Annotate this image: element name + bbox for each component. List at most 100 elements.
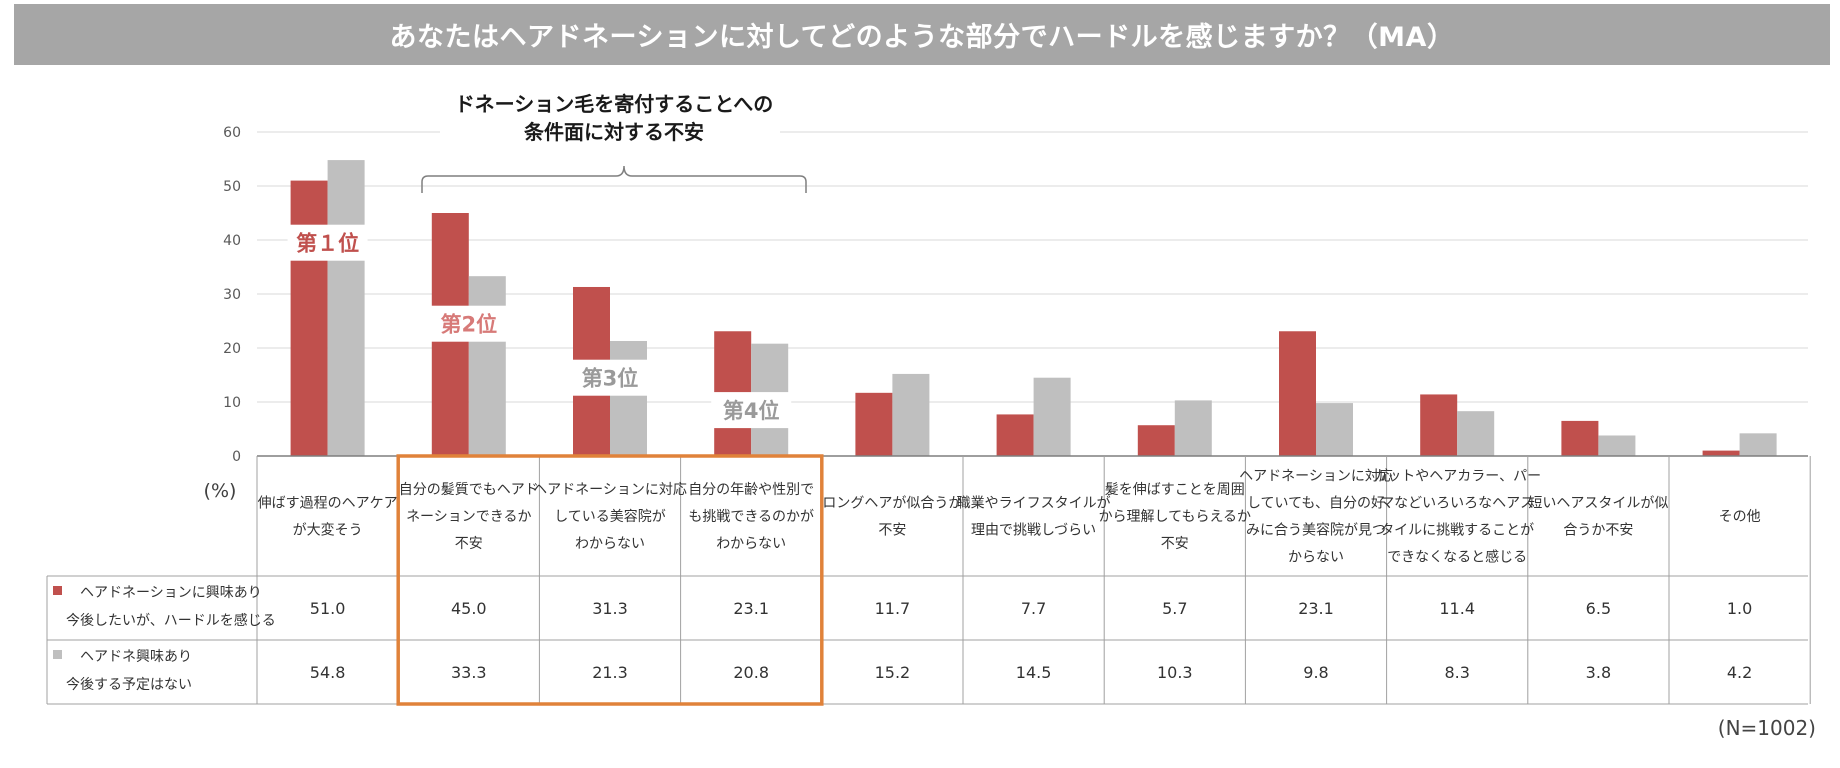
data-value-label: 1.0 (1727, 599, 1752, 618)
data-value-label: 9.8 (1303, 663, 1328, 682)
annotation-bg (440, 88, 780, 150)
data-value-label: 33.3 (451, 663, 487, 682)
legend-swatch (53, 586, 62, 595)
rank-label-bg (428, 305, 509, 342)
y-tick-label: 20 (223, 341, 241, 357)
category-label: みに合う美容院が見つ (1246, 522, 1386, 539)
category-label: 理由で挑戦しづらい (971, 523, 1096, 539)
category-label: わからない (575, 536, 645, 552)
bar-series-2 (1598, 435, 1636, 456)
category-label: していても、自分の好 (1247, 496, 1385, 512)
category-label: 不安 (455, 536, 483, 552)
rank-label-bg (711, 392, 792, 429)
data-value-label: 45.0 (451, 599, 487, 618)
data-value-label: 6.5 (1586, 599, 1611, 618)
category-label: 不安 (878, 523, 906, 539)
category-label: タイルに挑戦することが (1380, 523, 1534, 539)
category-label: ロングヘアが似合うか (822, 496, 962, 512)
category-label: カットやヘアカラー、パー (1373, 469, 1541, 485)
data-value-label: 20.8 (733, 663, 769, 682)
annotation-line-2: 条件面に対する不安 (524, 120, 704, 144)
data-value-label: 7.7 (1021, 599, 1046, 618)
rank-label: 第１位 (296, 232, 359, 256)
data-value-label: 11.4 (1439, 599, 1475, 618)
category-label: からない (1288, 550, 1344, 566)
data-value-label: 31.3 (592, 599, 628, 618)
data-value-label: 51.0 (310, 599, 346, 618)
y-tick-label: 40 (223, 233, 241, 249)
y-tick-label: 50 (223, 179, 241, 195)
category-label: 髪を伸ばすことを周囲 (1105, 482, 1245, 498)
category-label: 合うか不安 (1563, 523, 1633, 539)
data-value-label: 5.7 (1162, 599, 1187, 618)
bar-series-2 (892, 373, 930, 456)
bar-series-1 (1420, 394, 1458, 456)
data-value-label: 23.1 (1298, 599, 1334, 618)
category-label: ヘアドネーションに対応 (533, 482, 687, 498)
bar-series-2 (1739, 433, 1777, 456)
bar-series-1 (1702, 450, 1740, 456)
bar-series-2 (468, 276, 506, 456)
bar-series-1 (290, 180, 328, 456)
data-value-label: 3.8 (1586, 663, 1611, 682)
data-value-label: 15.2 (875, 663, 911, 682)
rank-label: 第4位 (723, 399, 780, 423)
data-value-label: 4.2 (1727, 663, 1752, 682)
bar-series-1 (1137, 425, 1175, 456)
category-label: マなどいろいろなヘアス (1380, 496, 1534, 512)
category-label: が大変そう (293, 522, 363, 539)
legend-label: ヘアドネーションに興味あり (80, 585, 262, 601)
data-value-label: 10.3 (1157, 663, 1193, 682)
title-bar: あなたはヘアドネーションに対してどのような部分でハードルを感じますか？（MA） (14, 4, 1830, 65)
bar-series-1 (1561, 420, 1599, 456)
data-value-label: 23.1 (733, 599, 769, 618)
chart-title: あなたはヘアドネーションに対してどのような部分でハードルを感じますか？（MA） (389, 22, 1455, 53)
y-axis-label: (%) (204, 480, 237, 502)
category-label: 短いヘアスタイルが似 (1528, 496, 1668, 512)
legend-label: ヘアドネ興味あり (80, 649, 192, 665)
legend-label: 今後したいが、ハードルを感じる (66, 612, 276, 629)
annotation-brace (421, 165, 807, 193)
rank-label: 第3位 (582, 367, 639, 391)
bar-series-2 (1033, 377, 1071, 456)
category-label: 職業やライフスタイルが (957, 496, 1111, 512)
category-label: している美容院が (554, 508, 666, 525)
legend-label: 今後する予定はない (66, 677, 192, 693)
rank-label: 第2位 (440, 313, 497, 337)
category-label: 伸ばす過程のヘアケア (258, 496, 398, 512)
data-value-label: 8.3 (1444, 663, 1469, 682)
category-label: ヘアドネーションに対応 (1239, 469, 1393, 485)
data-value-label: 11.7 (875, 599, 911, 618)
data-value-label: 21.3 (592, 663, 628, 682)
category-label: ネーションできるか (406, 509, 531, 525)
bar-series-1 (1279, 331, 1316, 456)
category-label: も挑戦できるのかが (688, 509, 814, 525)
category-label: その他 (1719, 509, 1761, 525)
rank-label-bg (287, 224, 368, 261)
legend-swatch (53, 650, 62, 659)
y-tick-label: 60 (223, 125, 241, 141)
bar-series-2 (1174, 400, 1212, 456)
bar-series-2 (610, 340, 647, 456)
bar-series-2 (1457, 411, 1495, 456)
y-tick-label: 0 (232, 449, 241, 465)
category-label: 自分の年齢や性別で (688, 482, 814, 498)
category-label: わからない (716, 536, 786, 552)
bar-series-1 (996, 414, 1034, 456)
annotation-line-1: ドネーション毛を寄付することへの (455, 92, 774, 116)
data-value-label: 14.5 (1016, 663, 1052, 682)
category-label: 自分の髪質でもヘアド (399, 482, 539, 498)
highlight-box (396, 454, 824, 706)
rank-label-bg (570, 359, 650, 396)
y-tick-label: 10 (223, 395, 241, 411)
bar-series-2 (1316, 403, 1353, 456)
category-label: できなくなると感じる (1387, 549, 1527, 566)
category-label: から理解してもらえるか (1099, 509, 1251, 525)
category-label: 不安 (1161, 536, 1189, 552)
data-value-label: 54.8 (310, 663, 346, 682)
bar-series-1 (855, 392, 893, 456)
y-tick-label: 30 (223, 287, 241, 303)
bar-series-2 (327, 160, 365, 456)
sample-size-note: (N=1002) (1717, 716, 1816, 740)
